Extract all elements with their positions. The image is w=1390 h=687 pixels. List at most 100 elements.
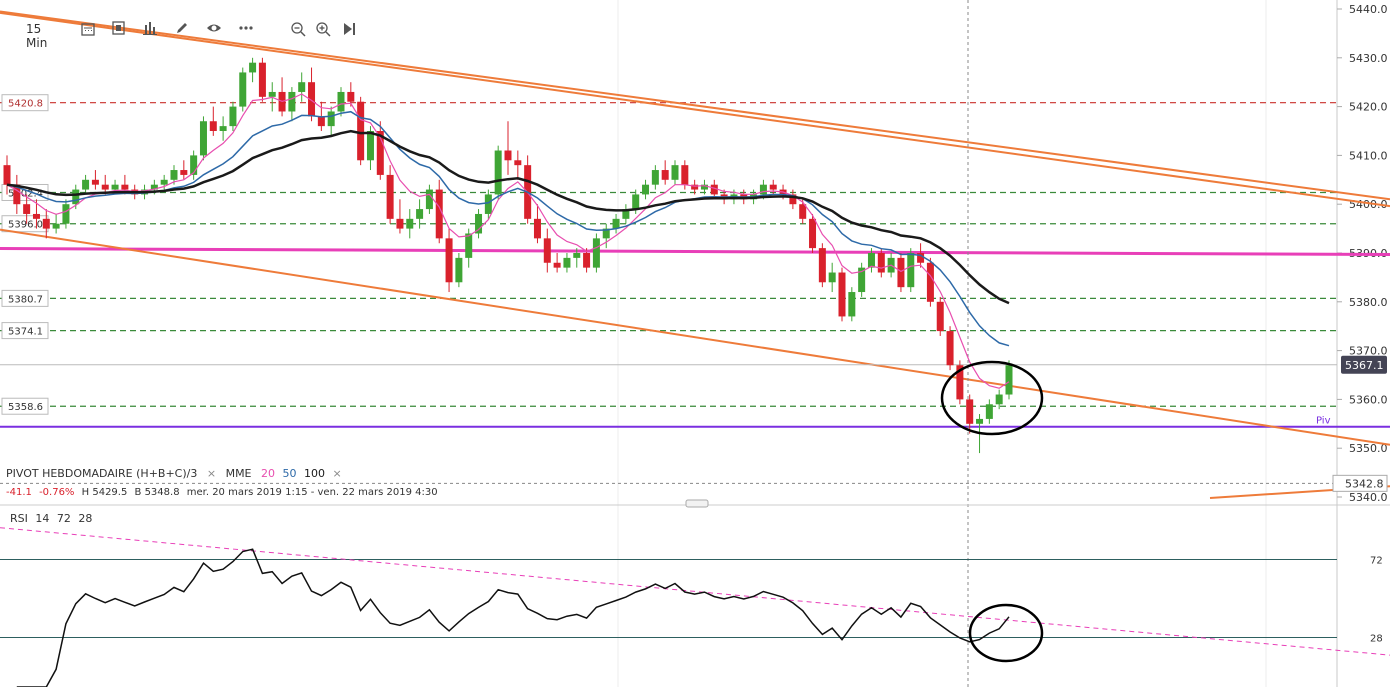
crosshair-price-label: 5342.8 — [1345, 477, 1384, 490]
candle-up — [907, 253, 915, 288]
candle-down — [966, 399, 974, 424]
candle-down — [838, 272, 846, 317]
pencil-icon[interactable] — [174, 20, 190, 39]
candle-up — [475, 213, 483, 234]
ohlc-summary: -41.1 -0.76% H 5429.5 B 5348.8 mer. 20 m… — [6, 487, 438, 498]
rsi-legend[interactable]: RSI 14 72 28 — [10, 512, 92, 525]
rsi-param-2: 72 — [56, 512, 71, 525]
zoom-in-icon[interactable] — [315, 21, 331, 40]
y-tick-label: 5380.0 — [1349, 296, 1388, 309]
candle-down — [386, 174, 394, 219]
annotation-circle-rsi — [968, 603, 1044, 663]
candle-down — [42, 218, 50, 229]
pane-resize-handle — [685, 499, 709, 508]
low-value: B 5348.8 — [134, 487, 180, 498]
candle-up — [298, 82, 306, 92]
candle-up — [455, 257, 463, 283]
candle-down — [23, 204, 31, 214]
trendline — [0, 10, 1390, 201]
current-price-label: 5367.1 — [1345, 359, 1384, 372]
current-price-badge — [1341, 355, 1387, 374]
y-tick-label: 5350.0 — [1349, 442, 1388, 455]
y-tick-label: 5370.0 — [1349, 345, 1388, 358]
y-tick-label: 5420.0 — [1349, 101, 1388, 114]
candle-up — [416, 209, 424, 219]
candle-up — [848, 292, 856, 317]
candle-down — [553, 262, 561, 268]
candle-down — [504, 150, 512, 161]
candle-up — [219, 126, 227, 131]
candle-down — [583, 253, 591, 268]
candle-down — [101, 184, 109, 190]
candle-down — [445, 238, 453, 283]
candle-down — [13, 184, 21, 205]
candle-up — [1005, 365, 1013, 395]
y-tick-label: 5340.0 — [1349, 491, 1388, 504]
rsi-param-3: 28 — [78, 512, 93, 525]
candle-up — [602, 228, 610, 239]
rsi-line — [16, 548, 1010, 687]
mme-indicator-label[interactable]: MME — [225, 467, 252, 480]
level-label: 5380.7 — [8, 294, 43, 305]
candle-up — [52, 223, 60, 229]
rsi-level-label: 72 — [1370, 556, 1383, 567]
candle-down — [180, 170, 188, 175]
rsi-trendline — [0, 527, 1390, 656]
rsi-label: RSI — [10, 512, 28, 525]
level-label-box — [1, 94, 49, 112]
candle-up — [985, 404, 993, 419]
candle-up — [465, 233, 473, 258]
eye-icon[interactable] — [206, 20, 222, 39]
mme-100-label: 100 — [304, 467, 326, 480]
candle-down — [317, 116, 325, 127]
ema100-line — [6, 129, 1010, 305]
mme-close-icon[interactable]: × — [332, 467, 342, 480]
indicator-legend: PIVOT HEBDOMADAIRE (H+B+C)/3 × MME 20 50… — [6, 467, 348, 480]
candle-up — [160, 179, 168, 185]
crosshair-price-box — [1332, 474, 1388, 492]
candle-up — [249, 62, 257, 73]
level-label: 5358.6 — [8, 402, 43, 413]
play-icon[interactable] — [341, 21, 357, 40]
pivot-close-icon[interactable]: × — [206, 467, 217, 480]
candle-down — [347, 91, 355, 102]
date-range: mer. 20 mars 2019 1:15 - ven. 22 mars 20… — [186, 487, 438, 498]
level-label-box — [1, 289, 49, 307]
level-label-box — [1, 322, 49, 340]
candle-up — [622, 209, 630, 219]
candle-down — [917, 253, 925, 263]
candle-up — [976, 418, 984, 424]
candle-up — [199, 121, 207, 156]
calendar-icon[interactable] — [80, 21, 96, 40]
level-label-box — [1, 397, 49, 415]
y-tick-label: 5360.0 — [1349, 393, 1388, 406]
bar-chart-icon[interactable] — [142, 20, 158, 39]
level-label: 5402.4 — [8, 188, 43, 199]
candle-up — [828, 272, 836, 283]
candle-down — [121, 184, 129, 190]
high-value: H 5429.5 — [81, 487, 128, 498]
candle-down — [956, 365, 964, 400]
mme-20-label: 20 — [261, 467, 276, 480]
change-value: -41.1 — [6, 487, 32, 498]
candle-up — [484, 194, 492, 214]
candle-up — [62, 204, 70, 224]
zoom-out-icon[interactable] — [290, 21, 306, 40]
more-icon[interactable] — [238, 20, 254, 39]
candle-up — [494, 150, 502, 195]
y-tick-label: 5410.0 — [1349, 149, 1388, 162]
timeframe-selector[interactable]: 15 Min — [26, 22, 48, 50]
candle-down — [936, 301, 944, 332]
candle-up — [327, 111, 335, 127]
level-label: 5396.0 — [8, 220, 43, 231]
candle-up — [642, 184, 650, 195]
candle-down — [209, 121, 217, 131]
candle-down — [946, 331, 954, 366]
level-label: 5420.8 — [8, 99, 43, 110]
candle-up — [632, 194, 640, 210]
candle-up — [268, 91, 276, 97]
template-icon[interactable] — [111, 20, 127, 39]
pivot-indicator-label[interactable]: PIVOT HEBDOMADAIRE (H+B+C)/3 — [6, 467, 198, 480]
ema20-line — [6, 93, 1010, 389]
